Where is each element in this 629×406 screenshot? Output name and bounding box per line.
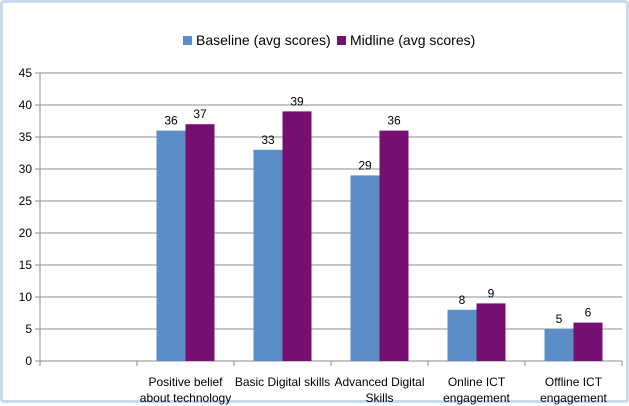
y-tick-label: 35 (19, 130, 33, 144)
bar-midline (476, 303, 506, 361)
y-tick-label: 0 (25, 354, 32, 368)
data-label: 33 (261, 133, 275, 147)
data-label: 6 (585, 306, 592, 320)
y-tick-label: 25 (19, 194, 33, 208)
x-category-label: Online ICT (448, 375, 506, 389)
data-label: 9 (488, 286, 495, 300)
x-category-label: Offline ICT (545, 375, 603, 389)
bar-midline (379, 130, 409, 361)
x-category-label: engagement (540, 391, 607, 405)
data-label: 29 (358, 158, 372, 172)
x-category-label: Advanced Digital (334, 375, 424, 389)
y-tick-label: 20 (19, 226, 33, 240)
y-tick-label: 15 (19, 258, 33, 272)
bar-chart: 0 5 10 15 20 25 30 35 40 45 Positive belief about t… (19, 32, 623, 405)
data-label: 39 (290, 94, 304, 108)
bar-baseline (156, 130, 186, 361)
legend-swatch-baseline (183, 36, 192, 45)
data-label: 36 (387, 114, 401, 128)
bar-baseline (447, 309, 477, 361)
x-category-label: about technology (140, 391, 231, 405)
y-tick-label: 30 (19, 162, 33, 176)
bar-baseline (350, 175, 380, 361)
x-category-label: Basic Digital skills (235, 375, 330, 389)
bar-midline (573, 322, 603, 361)
y-tick-label: 40 (19, 98, 33, 112)
bar-midline (282, 111, 312, 362)
x-category-label: Skills (365, 391, 393, 405)
bar-baseline (544, 329, 574, 361)
x-category-label: engagement (443, 391, 510, 405)
y-tick-label: 5 (25, 322, 32, 336)
y-tick-label: 10 (19, 290, 33, 304)
legend-swatch-midline (337, 36, 346, 45)
data-label: 5 (556, 312, 563, 326)
data-label: 8 (459, 293, 466, 307)
bar-baseline (253, 149, 283, 361)
bar-midline (185, 124, 215, 361)
legend-label: Midline (avg scores) (350, 32, 475, 48)
y-tick-label: 45 (19, 66, 33, 80)
data-label: 37 (193, 107, 207, 121)
x-category-label: Positive belief (148, 375, 223, 389)
data-label: 36 (164, 114, 178, 128)
legend-label: Baseline (avg scores) (196, 32, 331, 48)
